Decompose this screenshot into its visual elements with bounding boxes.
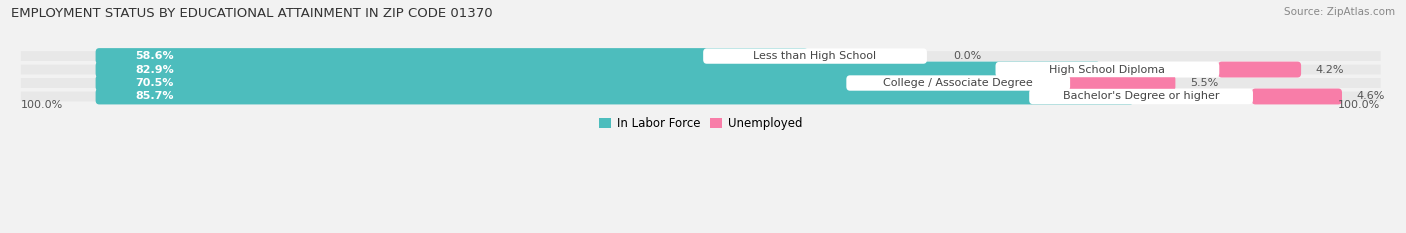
FancyBboxPatch shape xyxy=(703,48,927,64)
FancyBboxPatch shape xyxy=(1029,89,1253,104)
FancyBboxPatch shape xyxy=(21,78,1381,88)
Text: 100.0%: 100.0% xyxy=(21,100,63,110)
FancyBboxPatch shape xyxy=(1251,89,1341,104)
FancyBboxPatch shape xyxy=(846,75,1070,91)
Text: 82.9%: 82.9% xyxy=(135,65,174,75)
Text: EMPLOYMENT STATUS BY EDUCATIONAL ATTAINMENT IN ZIP CODE 01370: EMPLOYMENT STATUS BY EDUCATIONAL ATTAINM… xyxy=(11,7,494,20)
FancyBboxPatch shape xyxy=(21,65,1381,75)
FancyBboxPatch shape xyxy=(21,92,1381,101)
Text: Less than High School: Less than High School xyxy=(754,51,876,61)
FancyBboxPatch shape xyxy=(96,75,950,91)
Text: 70.5%: 70.5% xyxy=(135,78,174,88)
FancyBboxPatch shape xyxy=(96,48,808,64)
Text: Source: ZipAtlas.com: Source: ZipAtlas.com xyxy=(1284,7,1395,17)
FancyBboxPatch shape xyxy=(96,89,1133,104)
Text: 85.7%: 85.7% xyxy=(135,92,174,102)
Legend: In Labor Force, Unemployed: In Labor Force, Unemployed xyxy=(595,112,807,134)
FancyBboxPatch shape xyxy=(21,51,1381,61)
FancyBboxPatch shape xyxy=(995,62,1219,77)
FancyBboxPatch shape xyxy=(1069,75,1175,91)
Text: High School Diploma: High School Diploma xyxy=(1049,65,1166,75)
Text: College / Associate Degree: College / Associate Degree xyxy=(883,78,1033,88)
Text: 4.6%: 4.6% xyxy=(1357,92,1385,102)
FancyBboxPatch shape xyxy=(1218,62,1301,78)
FancyBboxPatch shape xyxy=(96,62,1099,78)
Text: 0.0%: 0.0% xyxy=(953,51,981,61)
Text: 4.2%: 4.2% xyxy=(1316,65,1344,75)
Text: 100.0%: 100.0% xyxy=(1339,100,1381,110)
Text: Bachelor's Degree or higher: Bachelor's Degree or higher xyxy=(1063,92,1219,102)
Text: 5.5%: 5.5% xyxy=(1189,78,1218,88)
Text: 58.6%: 58.6% xyxy=(135,51,174,61)
